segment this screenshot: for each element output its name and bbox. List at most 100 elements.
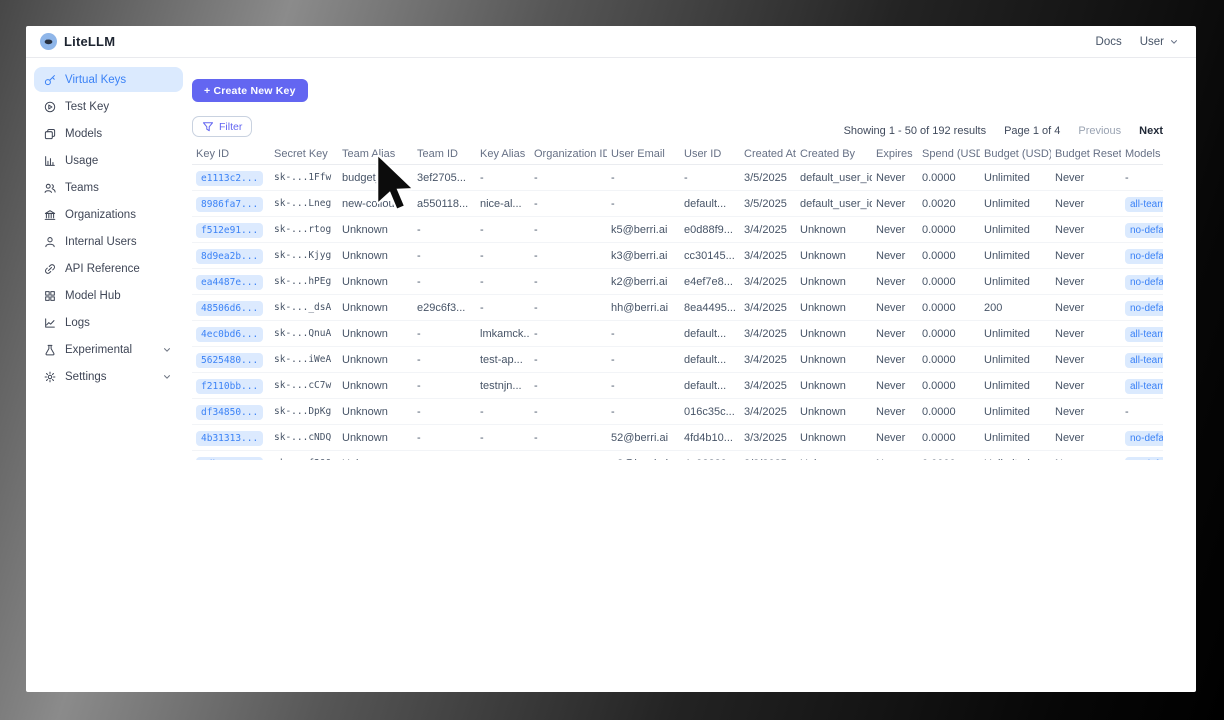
cell-created-by: Unknown [796,424,872,451]
sidebar-item-internal-users[interactable]: Internal Users [34,229,183,254]
cell-team-alias: Unknown [338,450,413,460]
user-menu[interactable]: User [1140,36,1180,48]
cell-team-alias: Unknown [338,242,413,269]
sidebar-item-api-reference[interactable]: API Reference [34,256,183,281]
sidebar-item-label: Models [65,127,103,140]
cell-secret-key: sk-...Kjyg [270,242,338,269]
model-badge: all-team-mo [1125,352,1163,368]
sidebar-item-label: Settings [65,370,107,383]
key-id-badge[interactable]: df34850... [196,404,264,420]
sidebar-item-model-hub[interactable]: Model Hub [34,283,183,308]
key-icon [44,74,56,86]
models-cell: no-default [1121,242,1163,269]
sidebar-item-virtual-keys[interactable]: Virtual Keys [34,67,183,92]
docs-link[interactable]: Docs [1095,35,1122,48]
cell-created-at: 3/5/2025 [740,190,796,217]
key-id-badge[interactable]: 5625480... [196,352,264,368]
key-id-badge[interactable]: ea4487e... [196,274,264,290]
key-id-badge[interactable]: f512e91... [196,222,264,238]
sidebar-item-test-key[interactable]: Test Key [34,94,183,119]
cell-budget-reset: Never [1051,190,1121,217]
table-header-row: Key ID Secret Key Team Alias Team ID Key Ali… [192,143,1163,165]
models-cell: all-team-mo [1121,372,1163,399]
key-id-cell: df34850... [192,398,270,425]
cell-organization-id: - [530,424,607,451]
pagination: Showing 1 - 50 of 192 results Page 1 of … [844,125,1163,137]
model-badge: no-default [1125,222,1163,238]
cell-created-at: 3/4/2025 [740,294,796,321]
model-badge: no-default [1125,248,1163,264]
cell-budget-usd-: Unlimited [980,190,1051,217]
key-id-badge[interactable]: 4b31313... [196,430,264,446]
model-badge: no-default [1125,300,1163,316]
sidebar-item-label: Organizations [65,208,136,221]
cell-budget-usd-: Unlimited [980,164,1051,191]
filter-button[interactable]: Filter [192,116,253,137]
filter-label: Filter [219,120,243,133]
key-id-badge[interactable]: e1113c2... [196,170,264,186]
sidebar-item-usage[interactable]: Usage [34,148,183,173]
key-id-badge[interactable]: 48506d6... [196,300,264,316]
models-cell: all-team-mo [1121,320,1163,347]
models-cell: no-default [1121,424,1163,451]
sidebar-item-label: Usage [65,154,99,167]
cell-budget-reset: Never [1051,346,1121,373]
key-id-badge[interactable]: 4db0218... [196,456,264,460]
sidebar-item-logs[interactable]: Logs [34,310,183,335]
cell-expires: Never [872,242,918,269]
table-row[interactable]: e1113c2... sk-...1Ffw budget_tes... 3ef2705… [192,164,1163,191]
sidebar-item-models[interactable]: Models [34,121,183,146]
table-row[interactable]: 4ec0bd6... sk-...QnuA Unknown - lmkamck... - -… [192,320,1163,347]
cell-created-by: Unknown [796,398,872,425]
table-row[interactable]: 5625480... sk-...iWeA Unknown - test-ap... - -… [192,346,1163,373]
cell-key-alias: - [476,294,530,321]
cell-secret-key: sk-...1Ffw [270,164,338,191]
table-row[interactable]: 8d9ea2b... sk-...Kjyg Unknown - - - k3@berri.a… [192,242,1163,269]
model-badge: all-team-mo [1125,326,1163,342]
sidebar-item-teams[interactable]: Teams [34,175,183,200]
cell-budget-reset: Never [1051,450,1121,460]
table-row[interactable]: 8986fa7... sk-...Lneg new-collou... a550118… [192,190,1163,217]
table-row[interactable]: f512e91... sk-...rtog Unknown - - - k5@berri.a… [192,216,1163,243]
previous-page-button[interactable]: Previous [1078,125,1122,137]
key-id-cell: 4ec0bd6... [192,320,270,347]
table-controls: Filter Showing 1 - 50 of 192 results Pag… [192,116,1163,137]
table-row[interactable]: ea4487e... sk-...hPEg Unknown - - - k2@berri.a… [192,268,1163,295]
table-row[interactable]: 48506d6... sk-..._dsA Unknown e29c6f3... - - h… [192,294,1163,321]
cell-user-email: - [607,346,680,373]
brand-title: LiteLLM [64,34,116,49]
table-row[interactable]: f2110bb... sk-...cC7w Unknown - testnjn... - -… [192,372,1163,399]
cell-team-id: a550118... [413,190,476,217]
cell-spend-usd-: 0.0000 [918,164,980,191]
sidebar-item-organizations[interactable]: Organizations [34,202,183,227]
cell-secret-key: sk-...DpKg [270,398,338,425]
cell-user-id: cc30145... [680,242,740,269]
cell-expires: Never [872,216,918,243]
cell-created-at: 3/5/2025 [740,164,796,191]
table-row[interactable]: 4db0218...sk-...f300Unknown---n8@berri.a… [192,450,1163,460]
cell-organization-id: - [530,294,607,321]
sidebar-item-settings[interactable]: Settings [34,364,183,389]
cell-budget-usd-: Unlimited [980,242,1051,269]
cell-user-id: e0d88f9... [680,216,740,243]
cell-user-id: 4fd4b10... [680,424,740,451]
cell-spend-usd-: 0.0000 [918,216,980,243]
sidebar-item-experimental[interactable]: Experimental [34,337,183,362]
key-id-cell: 4b31313... [192,424,270,451]
cell-secret-key: sk-...cNDQ [270,424,338,451]
key-id-badge[interactable]: f2110bb... [196,378,264,394]
sidebar-item-label: Model Hub [65,289,121,302]
table-row[interactable]: df34850... sk-...DpKg Unknown - - - -016c35c..… [192,398,1163,425]
page-indicator: Page 1 of 4 [1004,125,1061,137]
create-new-key-button[interactable]: + Create New Key [192,79,308,102]
cell-user-id: e4ef7e8... [680,268,740,295]
table-row[interactable]: 4b31313... sk-...cNDQ Unknown - - -52@berri.a… [192,424,1163,451]
key-id-badge[interactable]: 8986fa7... [196,196,264,212]
cell-created-by: default_user_id [796,164,872,191]
key-id-badge[interactable]: 4ec0bd6... [196,326,264,342]
next-page-button[interactable]: Next [1139,125,1163,137]
sidebar-item-label: Experimental [65,343,133,356]
key-id-badge[interactable]: 8d9ea2b... [196,248,264,264]
cell-created-at: 3/3/2025 [740,450,796,460]
cell-team-id: - [413,398,476,425]
